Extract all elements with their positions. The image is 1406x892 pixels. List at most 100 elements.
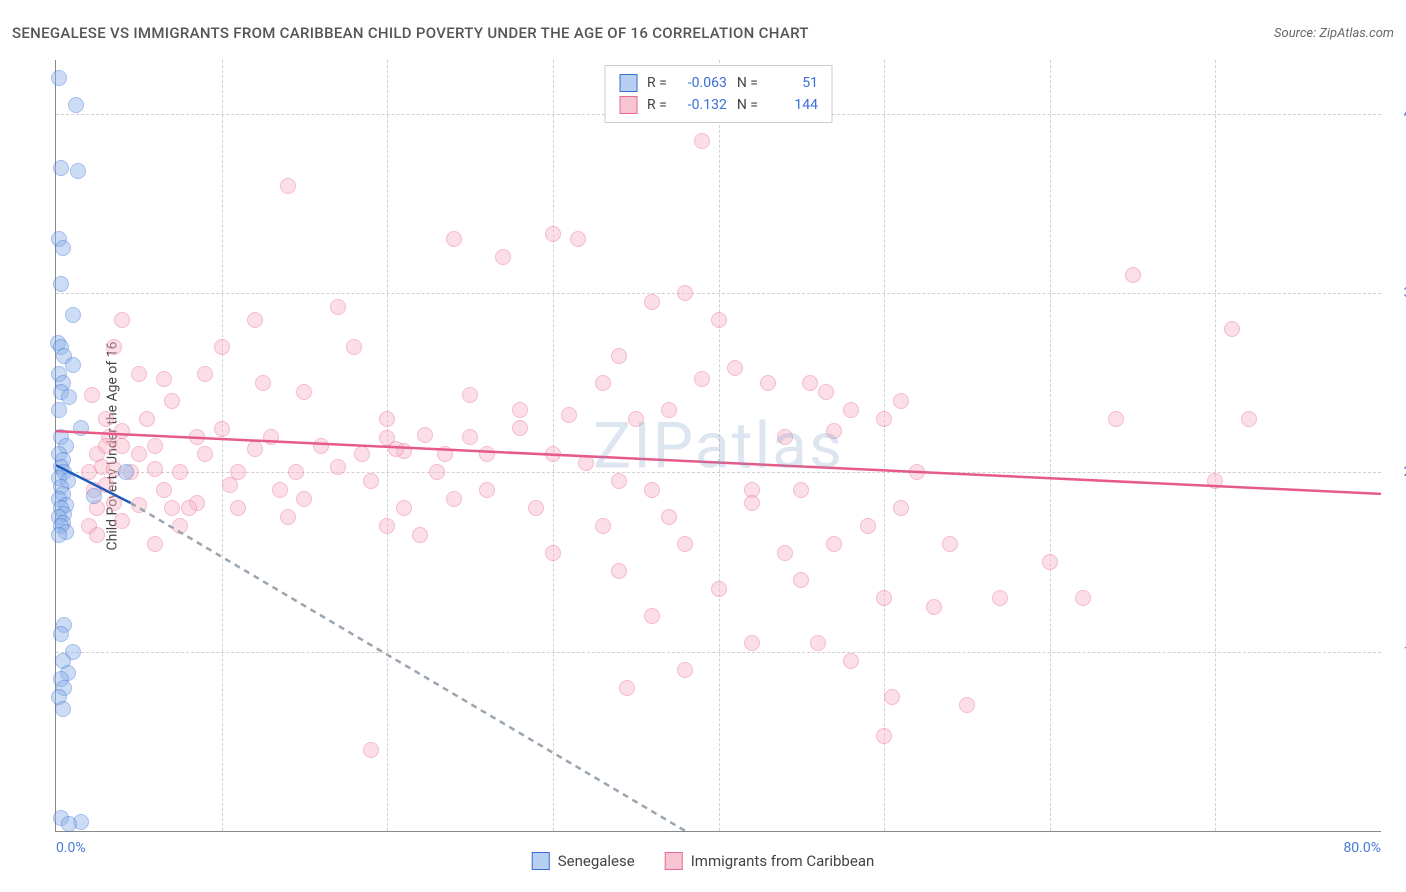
scatter-point-pink [131, 446, 147, 462]
scatter-point-pink [172, 518, 188, 534]
scatter-point-pink [379, 518, 395, 534]
scatter-point-pink [479, 446, 495, 462]
x-tick-label: 80.0% [1343, 840, 1381, 856]
scatter-point-pink [114, 513, 130, 529]
scatter-point-pink [346, 339, 362, 355]
scatter-point-pink [280, 509, 296, 525]
scatter-point-pink [164, 500, 180, 516]
source-label: Source: ZipAtlas.com [1274, 26, 1394, 41]
scatter-point-pink [106, 339, 122, 355]
scatter-point-pink [810, 635, 826, 651]
scatter-point-pink [561, 407, 577, 423]
legend-r-value: -0.132 [677, 97, 727, 113]
scatter-point-pink [263, 429, 279, 445]
scatter-point-pink [230, 500, 246, 516]
scatter-point-pink [694, 133, 710, 149]
scatter-point-blue [118, 464, 134, 480]
scatter-point-blue [51, 527, 67, 543]
scatter-point-pink [843, 653, 859, 669]
scatter-point-pink [288, 464, 304, 480]
scatter-point-pink [578, 455, 594, 471]
scatter-point-pink [959, 697, 975, 713]
legend-row: R =-0.132N =144 [619, 94, 818, 116]
scatter-point-blue [55, 701, 71, 717]
scatter-point-pink [619, 680, 635, 696]
series-legend: Senegalese Immigrants from Caribbean [532, 852, 875, 870]
scatter-point-pink [611, 563, 627, 579]
scatter-point-pink [172, 464, 188, 480]
scatter-point-pink [379, 411, 395, 427]
scatter-point-pink [1224, 321, 1240, 337]
gridline-vertical [1050, 60, 1051, 831]
scatter-point-pink [313, 438, 329, 454]
legend-swatch [532, 852, 550, 870]
scatter-point-pink [644, 294, 660, 310]
scatter-point-pink [181, 500, 197, 516]
scatter-point-pink [802, 375, 818, 391]
scatter-point-pink [711, 581, 727, 597]
gridline-vertical [222, 60, 223, 831]
scatter-point-pink [330, 299, 346, 315]
scatter-point-pink [147, 536, 163, 552]
scatter-point-pink [677, 285, 693, 301]
scatter-point-pink [876, 411, 892, 427]
scatter-point-pink [462, 387, 478, 403]
scatter-point-pink [131, 497, 147, 513]
scatter-point-pink [570, 231, 586, 247]
scatter-point-pink [106, 495, 122, 511]
scatter-point-blue [86, 488, 102, 504]
scatter-point-pink [744, 495, 760, 511]
scatter-point-pink [644, 608, 660, 624]
legend-series-item: Immigrants from Caribbean [665, 852, 875, 870]
scatter-point-pink [429, 464, 445, 480]
legend-series-item: Senegalese [532, 852, 635, 870]
x-tick-label: 0.0% [56, 840, 86, 856]
chart-plot-area: R =-0.063N =51R =-0.132N =144 ZIPatlas 1… [55, 60, 1381, 832]
scatter-point-pink [388, 441, 404, 457]
gridline-vertical [884, 60, 885, 831]
legend-row: R =-0.063N =51 [619, 72, 818, 94]
scatter-point-pink [98, 411, 114, 427]
scatter-point-pink [114, 312, 130, 328]
legend-swatch [619, 74, 637, 92]
scatter-point-pink [545, 226, 561, 242]
legend-r-label: R = [647, 75, 667, 91]
scatter-point-pink [296, 491, 312, 507]
scatter-point-pink [247, 312, 263, 328]
scatter-point-pink [156, 482, 172, 498]
gridline-vertical [719, 60, 720, 831]
scatter-point-blue [61, 816, 77, 832]
legend-swatch [665, 852, 683, 870]
scatter-point-pink [860, 518, 876, 534]
scatter-point-pink [512, 420, 528, 436]
scatter-point-pink [793, 482, 809, 498]
scatter-point-pink [661, 402, 677, 418]
scatter-point-blue [51, 402, 67, 418]
scatter-point-pink [462, 429, 478, 445]
scatter-point-blue [51, 70, 67, 86]
scatter-point-pink [661, 509, 677, 525]
scatter-point-pink [363, 742, 379, 758]
scatter-point-pink [826, 423, 842, 439]
scatter-point-pink [437, 446, 453, 462]
scatter-point-pink [222, 477, 238, 493]
scatter-point-pink [296, 384, 312, 400]
scatter-point-pink [992, 590, 1008, 606]
scatter-point-pink [512, 402, 528, 418]
scatter-point-pink [545, 446, 561, 462]
scatter-point-pink [1207, 473, 1223, 489]
scatter-point-pink [84, 387, 100, 403]
legend-n-label: N = [737, 75, 758, 91]
scatter-point-pink [1125, 267, 1141, 283]
scatter-point-pink [1241, 411, 1257, 427]
scatter-point-pink [255, 375, 271, 391]
scatter-point-pink [677, 536, 693, 552]
scatter-point-pink [330, 459, 346, 475]
legend-n-label: N = [737, 97, 758, 113]
scatter-point-pink [446, 491, 462, 507]
scatter-point-pink [777, 429, 793, 445]
scatter-point-pink [131, 366, 147, 382]
legend-series-label: Senegalese [558, 852, 635, 870]
scatter-point-blue [55, 240, 71, 256]
scatter-point-pink [214, 421, 230, 437]
